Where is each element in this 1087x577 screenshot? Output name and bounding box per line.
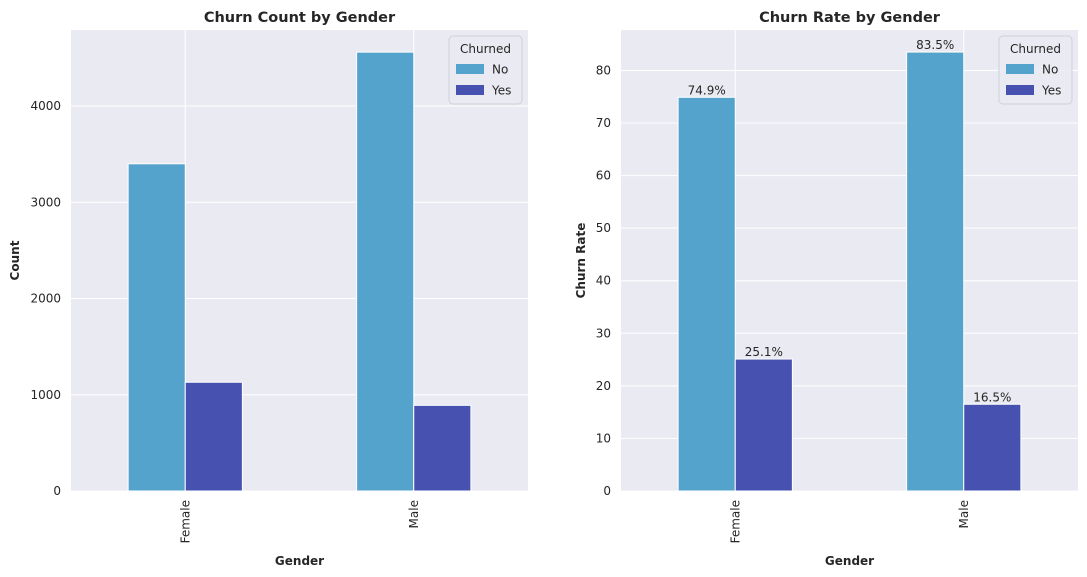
y-tick-label: 2000 <box>30 292 61 306</box>
chart-2: 0 10 20 30 40 50 60 70 80 74.9% 83.5% 25.1% 16.5% Fem… <box>574 10 1078 568</box>
legend-swatch-yes <box>456 85 484 95</box>
legend-entry-no: No <box>492 63 508 77</box>
bar-value-label: 83.5% <box>916 38 954 52</box>
y-tick-label: 0 <box>603 484 611 498</box>
y-tick-label: 70 <box>596 116 611 130</box>
legend-entry-yes: Yes <box>491 84 511 98</box>
legend-entry-no: No <box>1042 63 1058 77</box>
x-tick-label: Female <box>728 500 742 543</box>
bar-yes-female <box>734 358 793 492</box>
legend-entry-yes: Yes <box>1041 84 1061 98</box>
y-tick-label: 60 <box>596 169 611 183</box>
y-axis-label: Count <box>8 240 22 280</box>
legend-title: Churned <box>1010 42 1061 56</box>
y-tick-label: 4000 <box>30 99 61 113</box>
y-tick-label: 1000 <box>30 388 61 402</box>
x-tick-label: Male <box>407 500 421 528</box>
y-tick-label: 40 <box>596 274 611 288</box>
chart-title: Churn Count by Gender <box>204 10 396 26</box>
y-tick-label: 0 <box>53 484 61 498</box>
bar-yes-male <box>413 404 472 492</box>
x-tick-label: Female <box>178 500 192 543</box>
legend: Churned No Yes <box>998 35 1073 105</box>
bar-no-male <box>356 51 415 492</box>
bar-yes-female <box>184 381 243 492</box>
legend-swatch-yes <box>1006 85 1034 95</box>
bar-yes-male <box>963 403 1022 492</box>
legend-swatch-no <box>456 64 484 74</box>
x-tick-label: Male <box>957 500 971 528</box>
y-tick-label: 3000 <box>30 195 61 209</box>
legend-title: Churned <box>460 42 511 56</box>
legend-swatch-no <box>1006 64 1034 74</box>
chart-1: 0 1000 2000 3000 4000 Female Male Churn Count b… <box>8 10 528 568</box>
x-axis-label: Gender <box>825 554 874 568</box>
bar-value-label: 25.1% <box>745 345 783 359</box>
y-tick-label: 20 <box>596 379 611 393</box>
y-axis-label: Churn Rate <box>574 223 588 299</box>
legend: Churned No Yes <box>448 35 523 105</box>
y-tick-label: 30 <box>596 326 611 340</box>
bar-value-label: 16.5% <box>973 390 1011 404</box>
x-axis-label: Gender <box>275 554 324 568</box>
chart-title: Churn Rate by Gender <box>759 10 941 26</box>
y-tick-label: 10 <box>596 431 611 445</box>
bar-no-female <box>127 163 186 492</box>
bar-no-male <box>906 51 965 492</box>
y-tick-label: 50 <box>596 221 611 235</box>
bar-value-label: 74.9% <box>688 83 726 97</box>
bar-no-female <box>677 96 736 492</box>
y-tick-label: 80 <box>596 63 611 77</box>
